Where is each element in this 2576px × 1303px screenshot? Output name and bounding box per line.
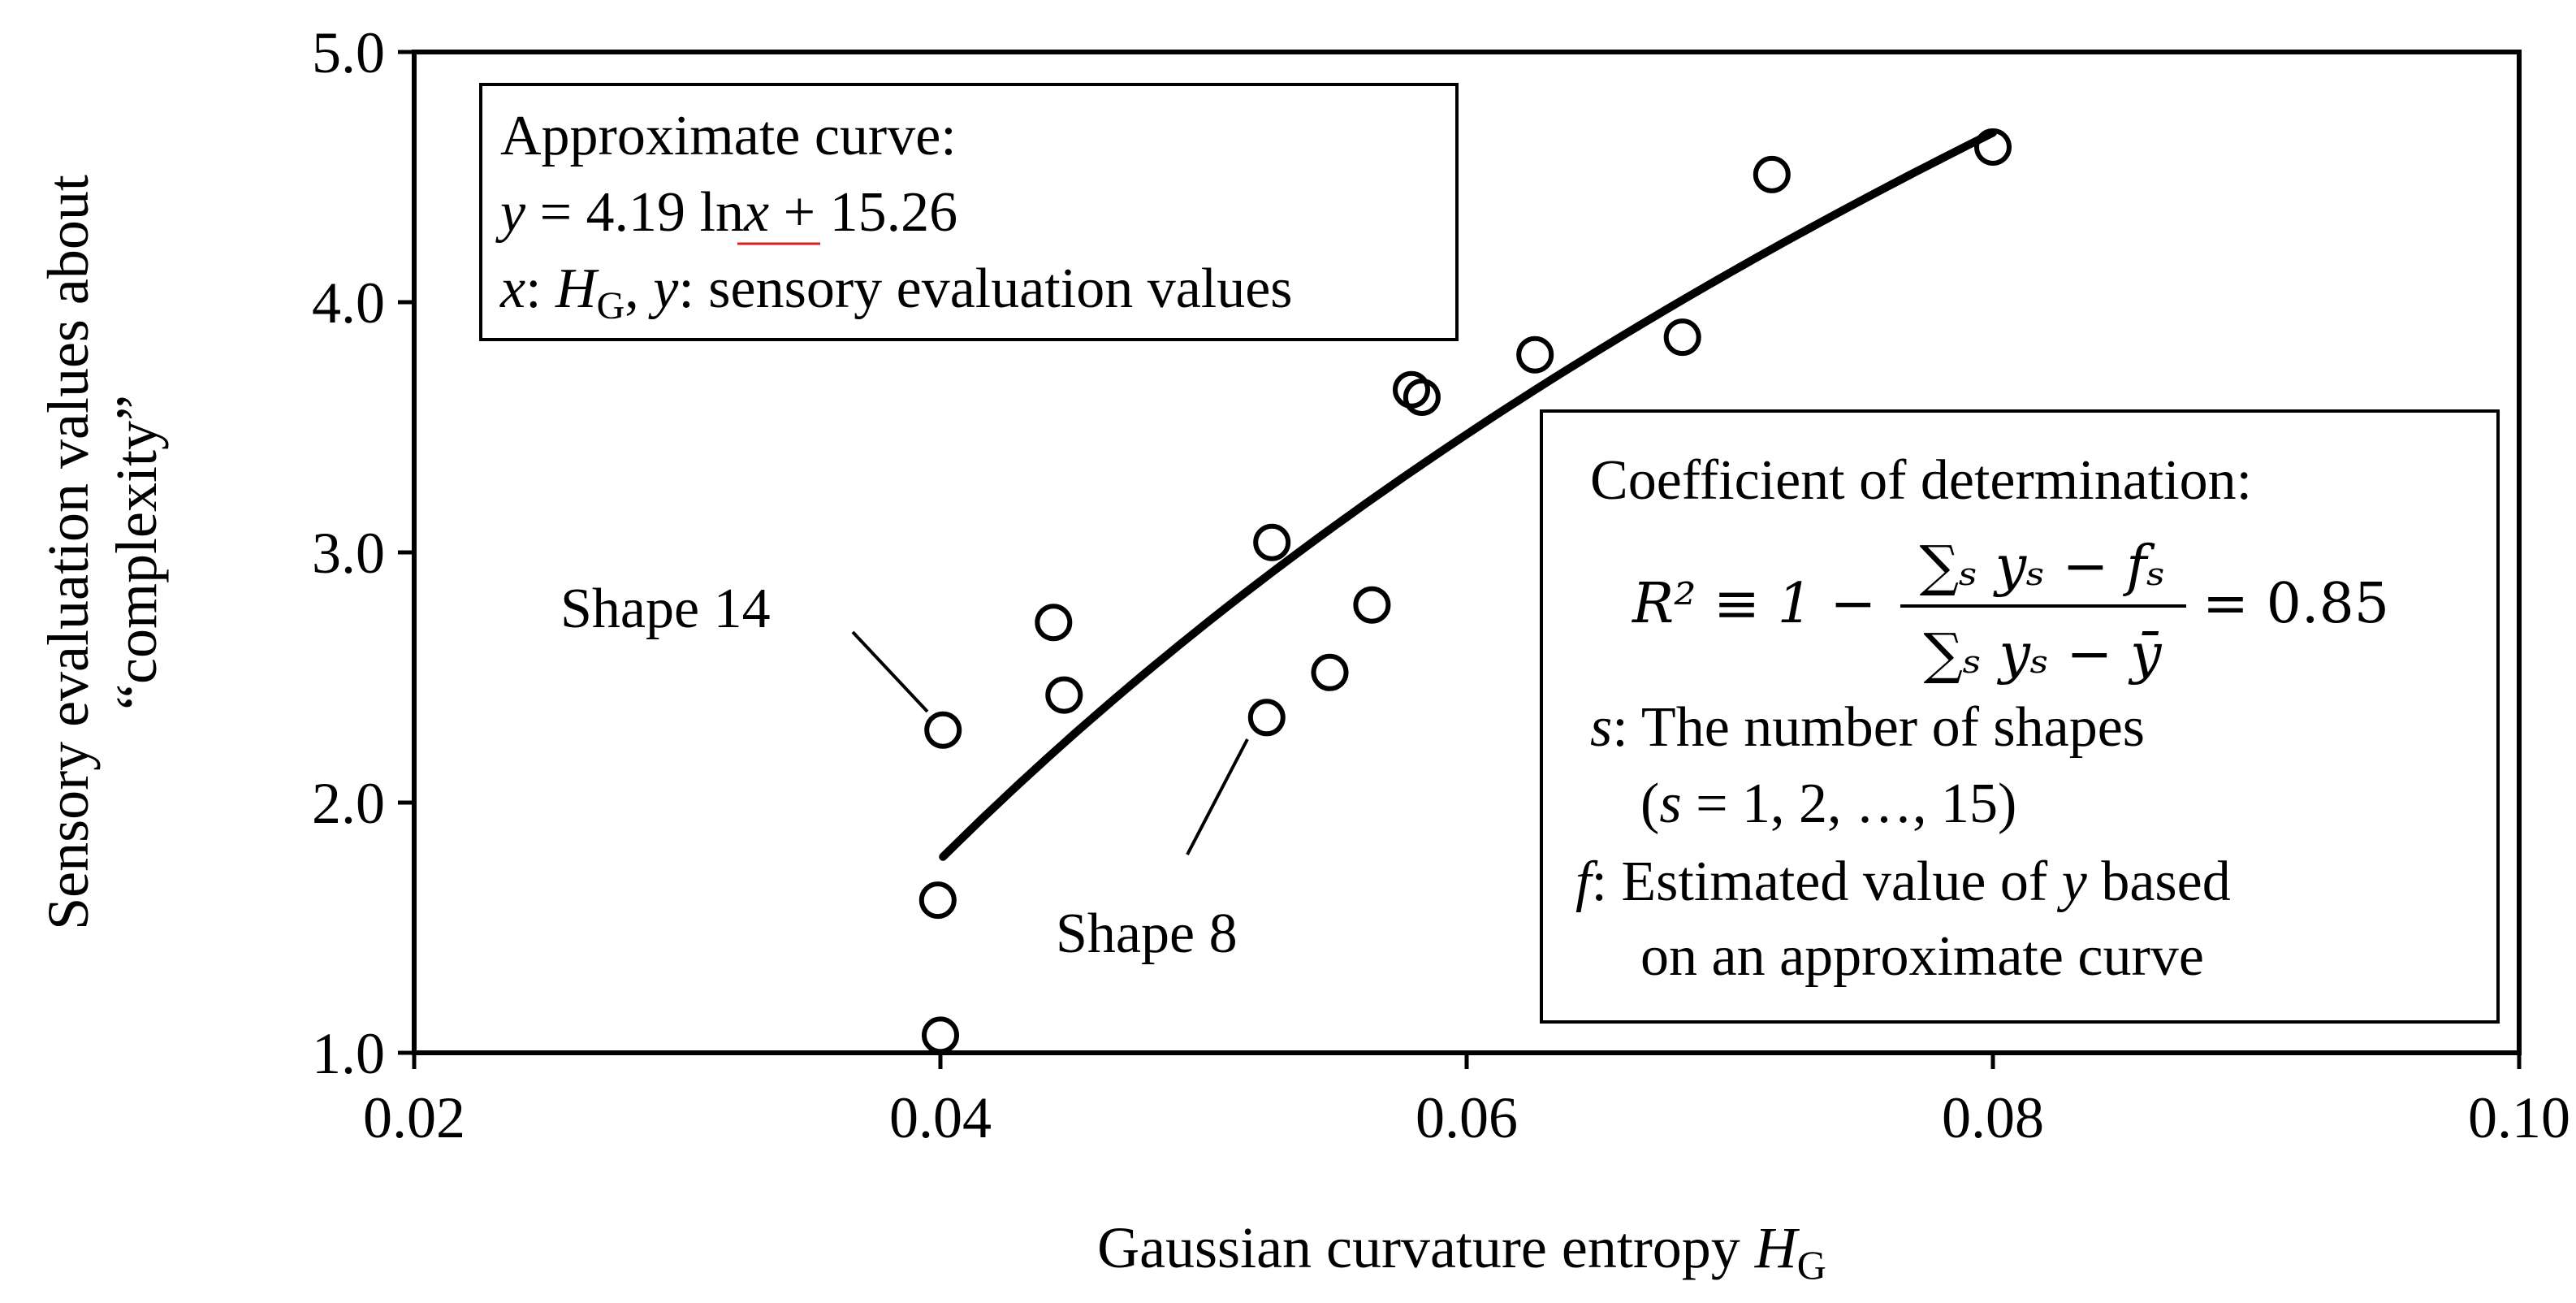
data-point [1974,128,2012,166]
y-tick-label: 3.0 [312,521,385,586]
data-point [1045,676,1083,714]
data-point [918,881,957,920]
approximate-curve-box-frame [479,83,1459,341]
approximate-curve-heading: Approximate curve: [500,105,957,167]
x-tick-label: 0.10 [2468,1085,2570,1150]
x-tick-label: 0.04 [889,1085,992,1150]
data-point [1516,335,1554,374]
y-tick-label: 2.0 [312,771,385,836]
data-point [1253,523,1291,561]
coefficient-heading: Coefficient of determination: [1590,449,2252,512]
formula-rhs: = 0.85 [2202,572,2389,636]
x-axis-title: Gaussian curvature entropy HG [1097,1215,1826,1288]
data-point [1753,155,1791,193]
data-point [1035,604,1073,642]
x-tick-label: 0.02 [363,1085,465,1150]
y-axis-title: Sensory evaluation values about “complex… [36,175,169,930]
coefficient-box-frame [1540,409,2500,1024]
s-range: (s = 1, 2, …, 15) [1640,773,2016,835]
tick-marks [398,50,2522,1069]
formula-lhs: R² ≡ 1 − [1631,572,1877,636]
data-point [1403,379,1441,416]
y-axis-title-line2: “complexity” [104,395,169,710]
coefficient-box: Coefficient of determination: R² ≡ 1 − ∑… [1540,409,2500,1024]
y-tick-label: 1.0 [312,1021,385,1086]
y-axis-title-line1: Sensory evaluation values about [36,175,101,930]
y-tick-label: 5.0 [312,20,385,85]
data-point [924,711,962,749]
x-tick-label: 0.08 [1942,1085,2044,1150]
data-point [922,1016,959,1054]
annotation-shape-8: Shape 8 [1056,903,1238,965]
annotation-shape-8-leader [1186,738,1249,855]
formula-numerator: ∑ₛ yₛ − fₛ [1920,535,2166,599]
x-tick-label: 0.06 [1416,1085,1518,1150]
f-definition: f: Estimated value of y based [1575,851,2231,913]
y-tick-label: 4.0 [312,271,385,335]
fit-curve [939,128,1997,861]
approximate-curve-equation: y = 4.19 lnx + 15.26 [495,181,957,244]
data-point [1311,653,1349,691]
annotation-shape-14: Shape 14 [560,578,771,640]
approximate-curve-definition: x: HG, y: sensory evaluation values [499,258,1293,327]
y-tick-labels: 1.0 2.0 3.0 4.0 5.0 [312,20,385,1086]
data-points [918,128,2012,1054]
data-point [1663,318,1701,357]
formula-denominator: ∑ₛ yₛ − ȳ [1923,622,2163,686]
annotation-shape-14-leader [851,630,929,713]
data-point [1247,699,1286,737]
data-point [1353,586,1391,624]
approximate-curve-box: Approximate curve: y = 4.19 lnx + 15.26 … [479,83,1459,341]
s-definition: s: The number of shapes [1590,696,2145,759]
f-definition-line2: on an approximate curve [1640,925,2204,988]
x-tick-labels: 0.02 0.04 0.06 0.08 0.10 [363,1085,2570,1150]
data-point [1393,370,1430,409]
